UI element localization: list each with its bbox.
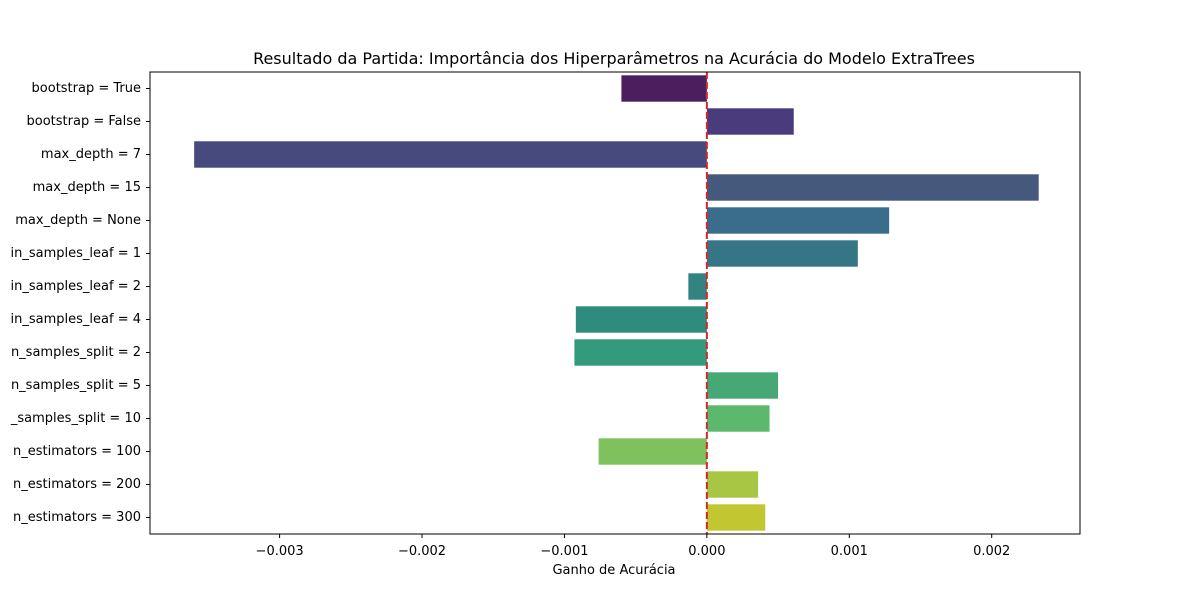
x-tick-label: −0.001 <box>540 544 588 559</box>
x-tick-label: −0.003 <box>256 544 304 559</box>
bar <box>598 438 707 465</box>
plot-frame <box>149 71 1081 535</box>
bar <box>706 207 890 234</box>
bar <box>621 75 707 102</box>
y-tick-label: n_estimators = 300 <box>13 510 141 525</box>
y-tick-label: in_samples_leaf = 1 <box>11 246 141 261</box>
y-tick-label: max_depth = 15 <box>33 180 141 195</box>
y-tick-label: in_samples_leaf = 4 <box>11 312 141 327</box>
x-tick-label: 0.001 <box>831 544 868 559</box>
bar <box>575 306 707 333</box>
bar <box>706 405 770 432</box>
x-tick-label: 0.000 <box>688 544 725 559</box>
bar <box>706 504 766 531</box>
bar <box>574 339 707 366</box>
y-axis: bootstrap = True bootstrap = False max_dep… <box>10 81 150 525</box>
bars-layer <box>194 75 1039 531</box>
bar <box>706 372 779 399</box>
y-tick-label: n_estimators = 200 <box>13 477 141 492</box>
bar <box>706 174 1039 201</box>
bar <box>706 108 794 135</box>
bar <box>688 273 707 300</box>
y-tick-label: _samples_split = 10 <box>10 411 141 426</box>
y-tick-label: n_samples_split = 5 <box>11 378 141 393</box>
x-tick-label: 0.002 <box>973 544 1010 559</box>
chart-title: Resultado da Partida: Importância dos Hi… <box>253 49 975 68</box>
y-tick-label: in_samples_leaf = 2 <box>11 279 141 294</box>
y-tick-label: max_depth = None <box>15 213 141 228</box>
x-tick-label: −0.002 <box>398 544 446 559</box>
y-tick-label: n_estimators = 100 <box>13 444 141 459</box>
bar <box>706 240 858 267</box>
y-tick-label: bootstrap = False <box>27 114 141 129</box>
bar <box>706 471 759 498</box>
x-axis: −0.003 −0.002 −0.001 0.000 0.001 0.002 <box>256 534 1010 559</box>
y-tick-label: bootstrap = True <box>32 81 141 96</box>
x-axis-label: Ganho de Acurácia <box>552 563 675 578</box>
bar <box>194 141 707 168</box>
y-tick-label: n_samples_split = 2 <box>11 345 141 360</box>
y-tick-label: max_depth = 7 <box>41 147 141 162</box>
